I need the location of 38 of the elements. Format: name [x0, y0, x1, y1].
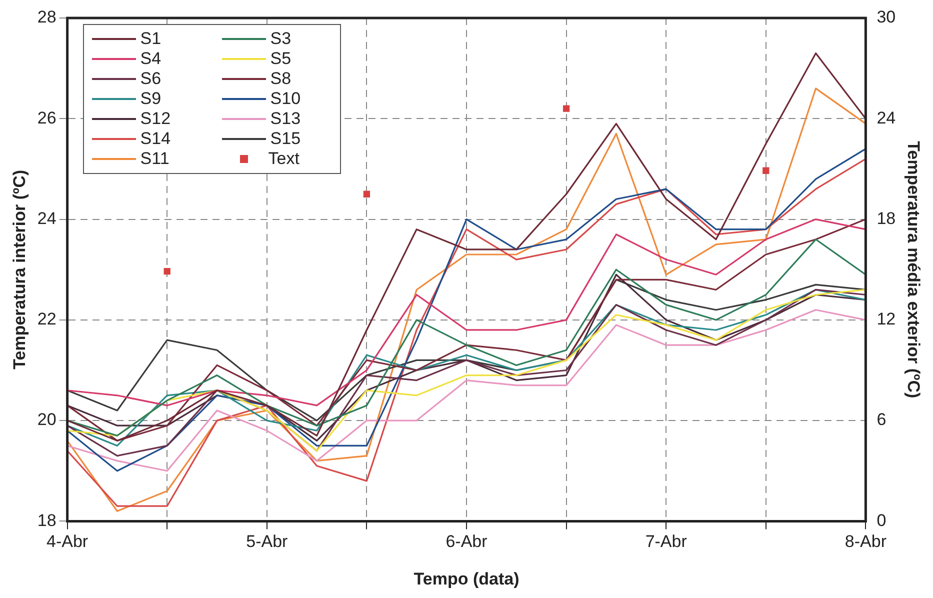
x-tick-label: 4-Abr	[46, 532, 88, 552]
legend-label: S5	[270, 49, 292, 69]
legend-label: S14	[140, 129, 171, 149]
y-tick-label: 18	[37, 510, 56, 530]
y2-tick-label: 12	[876, 310, 896, 329]
legend-label: S13	[270, 109, 301, 129]
legend-label: S12	[140, 109, 171, 129]
y2-axis-title: Temperatura média exterior (ºC)	[904, 141, 924, 398]
legend-label: S10	[270, 89, 301, 109]
point	[762, 167, 770, 174]
legend-label: S11	[140, 149, 170, 169]
y2-tick-label: 24	[876, 108, 896, 128]
y-axis-title: Temperatura interior (ºC)	[10, 170, 29, 370]
legend-label: S3	[270, 29, 292, 49]
x-axis-title: Tempo (data)	[414, 569, 520, 588]
y2-tick-label: 0	[876, 510, 886, 530]
y-tick-label: 20	[37, 410, 56, 430]
x-tick-label: 7-Abr	[645, 532, 688, 552]
x-tick-label: 6-Abr	[446, 532, 488, 552]
y-tick-label: 28	[37, 8, 56, 27]
x-tick-label: 8-Abr	[844, 532, 887, 552]
y-tick-label: 24	[37, 208, 56, 228]
y-tick-label: 22	[37, 310, 56, 329]
y-tick-label: 26	[37, 108, 56, 128]
legend-label: Text	[268, 149, 300, 169]
y2-tick-label: 18	[876, 208, 896, 228]
point	[562, 105, 570, 112]
legend-label: S1	[140, 29, 162, 49]
legend-label: S4	[140, 49, 162, 69]
legend-label: S15	[270, 129, 301, 149]
y2-tick-label: 6	[876, 410, 886, 430]
y2-tick-label: 30	[876, 8, 896, 27]
legend-label: S6	[140, 69, 162, 89]
x-tick-label: 5-Abr	[246, 532, 288, 552]
legend-label: S9	[140, 89, 162, 109]
point	[363, 190, 370, 198]
legend-label: S8	[270, 69, 292, 89]
point	[164, 268, 170, 275]
